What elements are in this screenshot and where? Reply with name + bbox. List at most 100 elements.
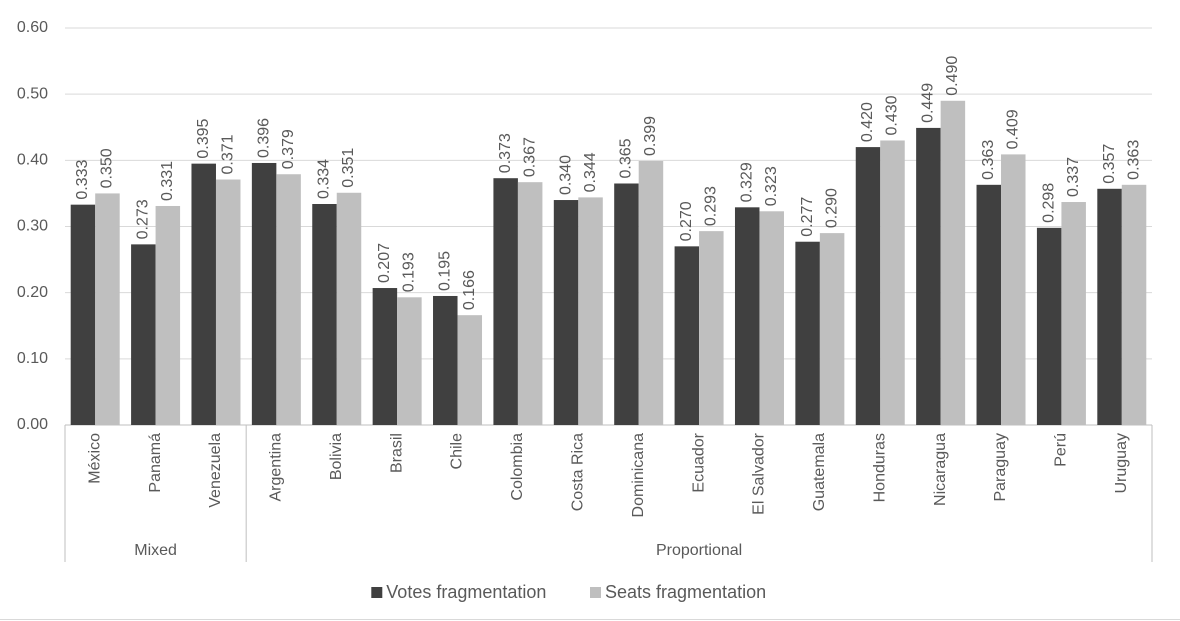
value-label: 0.399 (642, 116, 659, 156)
bar (734, 207, 760, 425)
y-tick-label: 0.20 (17, 284, 48, 301)
bar (1001, 154, 1026, 425)
x-tick-label: Venezuela (207, 433, 224, 508)
x-tick-label: Ecuador (690, 432, 707, 492)
value-label: 0.409 (1004, 109, 1021, 149)
bar (397, 297, 422, 425)
x-tick-label: Argentina (268, 433, 285, 502)
value-label: 0.351 (340, 148, 357, 188)
bar (880, 140, 905, 425)
legend-swatch (590, 587, 601, 598)
bar (131, 244, 156, 425)
bar (517, 182, 543, 425)
value-label: 0.329 (738, 162, 755, 202)
x-tick-label: Paraguay (992, 433, 1009, 502)
y-tick-label: 0.50 (17, 85, 48, 102)
value-label: 0.334 (316, 159, 333, 199)
value-label: 0.270 (678, 201, 695, 241)
bar (916, 127, 941, 425)
bar (312, 204, 337, 425)
y-tick-label: 0.10 (17, 350, 48, 367)
value-label: 0.293 (703, 186, 720, 226)
value-label: 0.333 (74, 160, 91, 200)
value-label: 0.490 (944, 56, 961, 96)
value-label: 0.449 (920, 83, 937, 123)
x-tick-label: Nicaragua (932, 433, 949, 506)
value-label: 0.357 (1101, 144, 1118, 184)
value-label: 0.195 (436, 251, 453, 291)
x-tick-label: México (86, 433, 103, 484)
bar (1061, 202, 1086, 425)
value-label: 0.277 (799, 197, 816, 237)
bar (336, 192, 362, 425)
value-label: 0.340 (557, 155, 574, 195)
value-label: 0.365 (618, 138, 635, 178)
value-label: 0.367 (521, 137, 538, 177)
value-label: 0.290 (823, 188, 840, 228)
legend-label: Seats fragmentation (605, 582, 766, 602)
bar (759, 211, 784, 425)
x-tick-label: Chile (449, 433, 466, 470)
value-label: 0.396 (255, 118, 272, 158)
value-label: 0.420 (859, 102, 876, 142)
value-label: 0.395 (195, 119, 212, 159)
bar (276, 174, 301, 425)
bar (699, 231, 724, 425)
bar (493, 178, 518, 425)
bar (70, 204, 96, 425)
bar (457, 315, 483, 425)
value-label: 0.331 (159, 161, 176, 201)
bar (215, 179, 241, 425)
x-tick-label: Dominicana (630, 433, 647, 518)
bar (614, 183, 639, 425)
group-label: Proportional (656, 542, 742, 559)
bar (578, 197, 603, 425)
bar (819, 233, 845, 425)
bar (1097, 188, 1122, 425)
bar (674, 246, 700, 425)
legend-swatch (371, 587, 383, 598)
x-tick-label: Bolivia (328, 433, 345, 480)
value-label: 0.379 (280, 129, 297, 169)
x-tick-label: Costa Rica (570, 433, 587, 511)
y-tick-label: 0.30 (17, 218, 48, 235)
bar (795, 241, 820, 425)
value-label: 0.273 (135, 199, 152, 239)
value-label: 0.323 (763, 166, 780, 206)
x-tick-label: Colombia (509, 433, 526, 501)
y-tick-label: 0.00 (17, 416, 48, 433)
bar (251, 162, 277, 426)
value-label: 0.207 (376, 243, 393, 283)
group-label: Mixed (134, 542, 177, 559)
bar (553, 200, 579, 425)
x-tick-label: Guatemala (811, 433, 828, 511)
y-tick-label: 0.60 (17, 19, 48, 36)
value-label: 0.193 (401, 252, 418, 292)
x-tick-label: Uruguay (1113, 433, 1130, 493)
x-tick-label: Panamá (147, 433, 164, 493)
bar (433, 295, 458, 425)
bar (372, 288, 398, 425)
bar (638, 160, 664, 425)
bar (1036, 227, 1062, 425)
value-label: 0.373 (497, 133, 514, 173)
value-label: 0.363 (980, 140, 997, 180)
x-tick-label: Honduras (871, 433, 888, 502)
bar (191, 163, 216, 425)
y-tick-label: 0.40 (17, 152, 48, 169)
bar (855, 147, 881, 425)
x-tick-label: El Salvador (751, 432, 768, 514)
x-tick-label: Brasil (388, 433, 405, 473)
value-label: 0.371 (219, 134, 236, 174)
x-tick-label: Perú (1053, 433, 1070, 467)
value-label: 0.350 (99, 148, 116, 188)
bar (155, 205, 181, 425)
value-label: 0.344 (582, 152, 599, 192)
bar (95, 193, 120, 425)
value-label: 0.166 (461, 270, 478, 310)
value-label: 0.363 (1125, 140, 1142, 180)
bar (940, 100, 966, 426)
legend-label: Votes fragmentation (386, 582, 546, 602)
value-label: 0.430 (884, 95, 901, 135)
